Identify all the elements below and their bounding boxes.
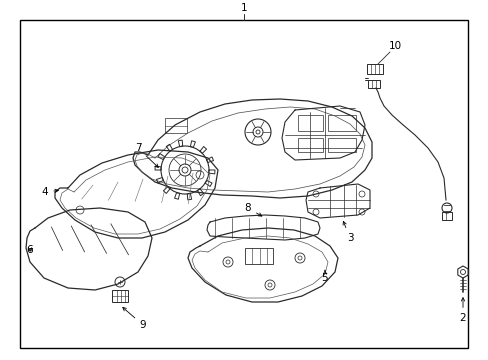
Bar	[366, 64, 382, 74]
Bar	[164, 118, 186, 133]
Text: 2: 2	[459, 298, 466, 323]
Bar	[441, 212, 451, 220]
Text: 7: 7	[134, 143, 158, 167]
Text: 1: 1	[240, 3, 247, 13]
Text: 10: 10	[387, 41, 401, 51]
Bar	[327, 138, 355, 152]
Text: 8: 8	[244, 203, 261, 216]
Bar	[327, 115, 355, 131]
Bar	[297, 138, 323, 152]
Text: 4: 4	[41, 187, 58, 197]
Text: 6: 6	[27, 245, 33, 255]
Text: 3: 3	[343, 221, 353, 243]
Bar	[297, 115, 323, 131]
Bar	[244, 248, 272, 264]
Bar	[112, 290, 128, 302]
Bar	[367, 80, 379, 88]
Text: 5: 5	[321, 270, 327, 283]
Text: 9: 9	[122, 307, 146, 330]
